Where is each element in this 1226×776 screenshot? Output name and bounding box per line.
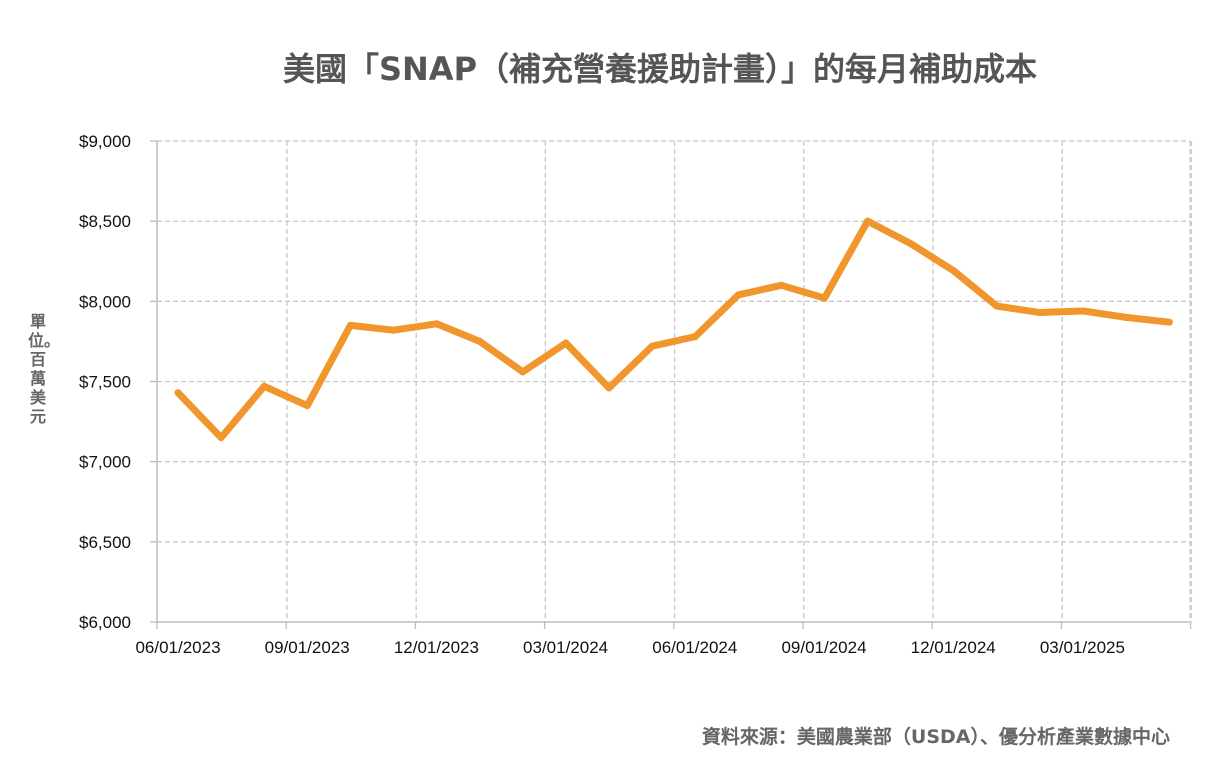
source-note: 資料來源：美國農業部（USDA）、優分析產業數據中心: [701, 726, 1170, 748]
data-point: [303, 402, 311, 410]
grid-lines: [157, 140, 1193, 622]
data-point: [476, 337, 484, 345]
data-point: [734, 291, 742, 299]
series-lines: [174, 217, 1173, 442]
data-point: [864, 217, 872, 225]
data-point: [1079, 307, 1087, 315]
y-tick-label: $8,000: [79, 292, 131, 311]
series-line: [174, 217, 1173, 442]
data-point: [1036, 309, 1044, 317]
data-point: [821, 294, 828, 302]
data-point: [346, 321, 354, 329]
x-tick-label: 03/01/2024: [523, 638, 608, 657]
y-tick-label: $6,000: [79, 613, 131, 632]
y-tick-label: $7,000: [79, 453, 131, 472]
x-tick-label: 12/01/2024: [911, 638, 996, 657]
data-point: [605, 384, 613, 392]
y-tick-label: $6,500: [79, 533, 131, 552]
x-tick-label: 03/01/2025: [1040, 638, 1125, 657]
x-tick-labels: 06/01/2023 09/01/2023 12/01/2023 03/01/2024…: [135, 638, 1124, 657]
y-tick-label: $7,500: [79, 373, 131, 392]
data-point: [993, 302, 1001, 310]
y-axis-label: 單位。百萬美元: [28, 312, 61, 426]
y-tick-label: $8,500: [79, 212, 131, 231]
data-point: [907, 240, 915, 248]
axes: [150, 140, 1192, 629]
x-tick-label: 06/01/2023: [135, 638, 220, 657]
x-tick-label: 06/01/2024: [652, 638, 737, 657]
data-point: [260, 382, 268, 390]
data-point: [1122, 313, 1130, 321]
data-point: [174, 389, 182, 397]
x-tick-label: 12/01/2023: [394, 638, 479, 657]
chart-title: 美國「SNAP（補充營養援助計畫）」的每月補助成本: [282, 50, 1038, 88]
data-point: [648, 342, 656, 350]
data-point: [519, 368, 527, 376]
data-point: [950, 267, 958, 275]
x-tick-label: 09/01/2023: [265, 638, 350, 657]
x-tick-label: 09/01/2024: [781, 638, 866, 657]
y-tick-labels: $6,000 $6,500 $7,000 $7,500 $8,000 $8,500 $9,0…: [79, 132, 131, 632]
y-tick-label: $9,000: [79, 132, 131, 151]
data-point: [691, 333, 699, 341]
data-point: [390, 326, 397, 334]
data-point: [562, 339, 570, 347]
data-point: [217, 434, 225, 442]
data-point: [433, 320, 441, 328]
data-point: [1165, 318, 1173, 326]
data-point: [777, 281, 785, 289]
